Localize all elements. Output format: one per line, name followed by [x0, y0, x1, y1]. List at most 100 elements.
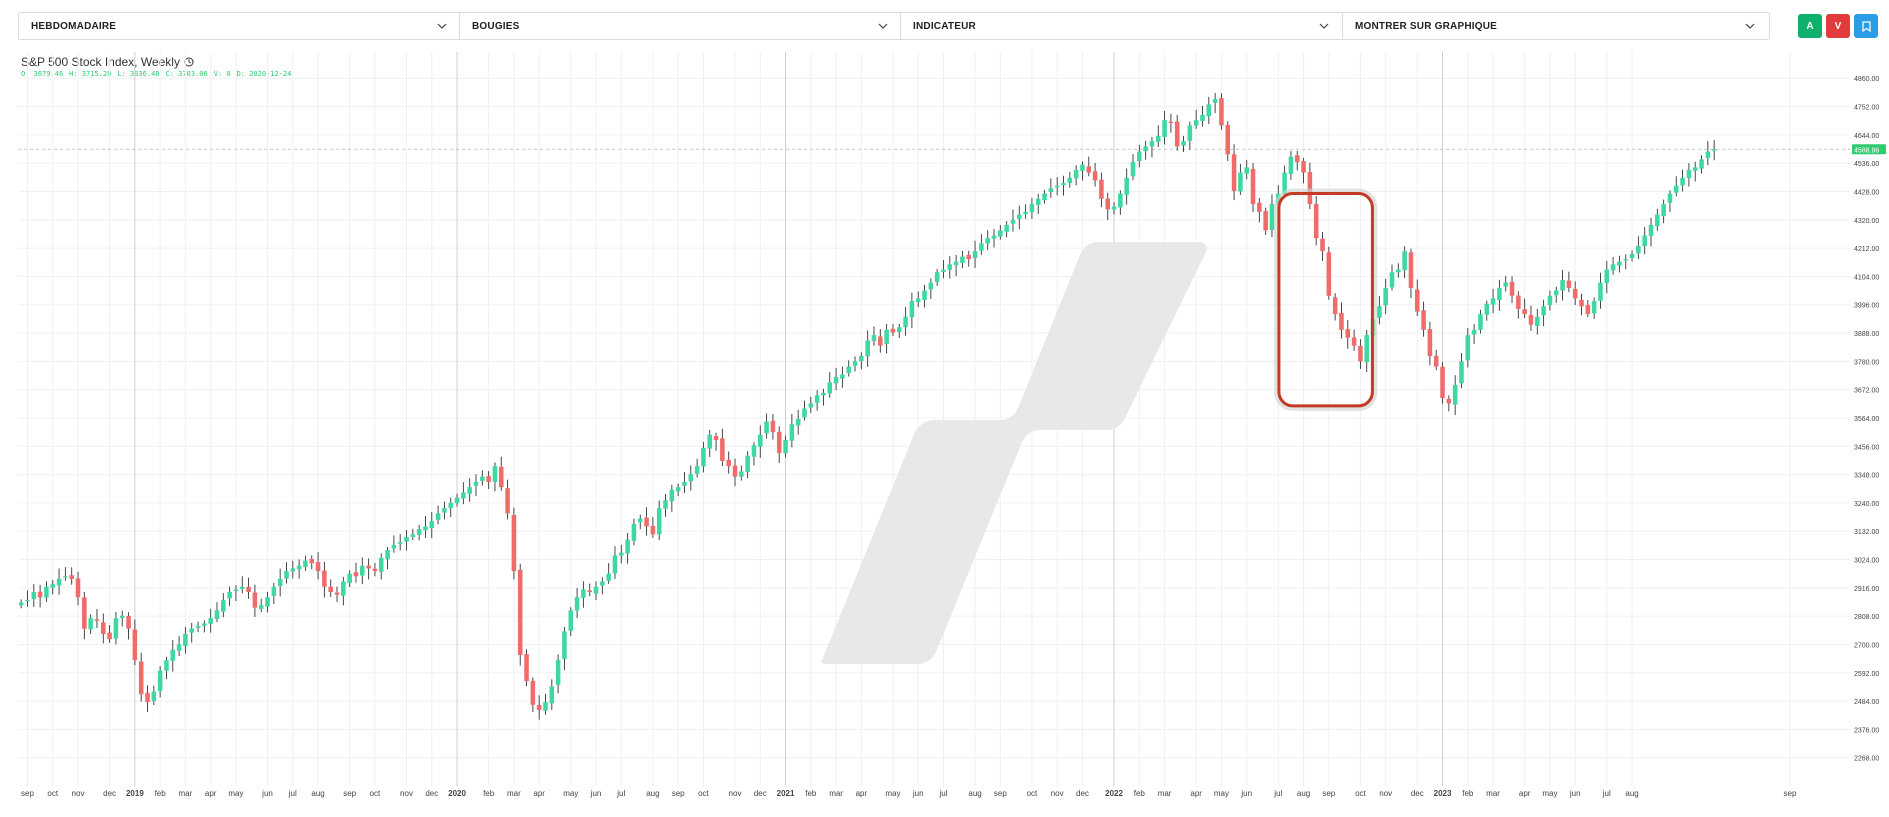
candle-down: [366, 565, 371, 569]
candle-up: [214, 610, 220, 620]
x-tick-label: jun: [261, 789, 273, 798]
candle-up: [183, 633, 188, 647]
candle-up: [1560, 280, 1565, 291]
x-tick-label: mar: [507, 789, 521, 798]
y-tick-label: 4212.00: [1854, 246, 1879, 253]
sell-button[interactable]: V: [1826, 14, 1850, 38]
indicator-dropdown[interactable]: INDICATEUR: [900, 12, 1344, 40]
candle-up: [239, 586, 245, 589]
candle-down: [1099, 179, 1104, 199]
x-tick-label: mar: [179, 789, 193, 798]
candle-down: [1301, 161, 1306, 173]
candle-up: [1111, 206, 1117, 210]
candle-up: [385, 550, 390, 560]
candle-up: [1692, 167, 1698, 171]
candle-up: [821, 392, 826, 396]
x-tick-label: nov: [1051, 789, 1064, 798]
x-tick-label: sep: [343, 789, 356, 798]
bookmark-button[interactable]: [1854, 14, 1878, 38]
ohlc-c-label: C:: [165, 70, 174, 78]
candle-up: [1396, 269, 1401, 273]
candle-down: [1351, 337, 1357, 346]
candle-up: [656, 508, 662, 535]
candle-up: [675, 487, 681, 492]
ohlc-o-label: O:: [21, 70, 30, 78]
candle-up: [170, 649, 176, 661]
y-tick-label: 4428.00: [1854, 189, 1879, 196]
ohlc-v-value: 0: [226, 70, 231, 78]
candle-up: [701, 447, 706, 467]
candle-up: [378, 557, 384, 572]
candle-up: [1648, 225, 1654, 237]
candle-up: [941, 269, 946, 272]
candle-up: [202, 623, 207, 626]
candle-up: [568, 610, 574, 631]
candle-down: [1585, 304, 1591, 315]
candle-up: [1073, 169, 1079, 179]
current-price-badge: [1852, 144, 1886, 155]
candle-up: [341, 581, 346, 596]
candle-down: [776, 431, 782, 454]
x-tick-label: jul: [288, 789, 297, 798]
candle-down: [511, 514, 517, 572]
candle-up: [1193, 120, 1199, 126]
x-tick-label: jul: [938, 789, 947, 798]
candle-up: [1680, 177, 1685, 186]
candle-down: [107, 632, 112, 640]
candle-down: [1326, 252, 1332, 296]
candle-down: [1313, 204, 1319, 239]
candle-down: [878, 336, 883, 346]
candle-up: [909, 301, 915, 318]
candle-up: [1503, 282, 1508, 287]
candle-down: [1339, 312, 1344, 330]
candle-down: [720, 438, 725, 461]
candle-up: [25, 599, 30, 602]
chart-grid: [18, 52, 1850, 786]
x-tick-label: feb: [155, 789, 167, 798]
y-tick-label: 4644.00: [1854, 133, 1879, 140]
x-tick-label: dec: [103, 789, 116, 798]
candle-up: [896, 327, 902, 332]
timeframe-dropdown[interactable]: HEBDOMADAIRE: [18, 12, 462, 40]
candle-down: [101, 622, 106, 634]
candle-up: [296, 565, 302, 570]
ohlc-d-label: D:: [236, 70, 245, 78]
candle-up: [1642, 235, 1647, 246]
candle-up: [758, 434, 763, 447]
candle-up: [947, 264, 953, 270]
candle-up: [928, 282, 934, 290]
x-tick-label: 2019: [126, 789, 144, 798]
candle-down: [1421, 310, 1426, 330]
candle-up: [1187, 125, 1193, 141]
y-tick-label: 3132.00: [1854, 529, 1879, 536]
candle-up: [688, 474, 694, 482]
y-tick-label: 4860.00: [1854, 76, 1879, 83]
candle-up: [985, 238, 990, 244]
candle-up: [663, 500, 668, 509]
candle-up: [574, 597, 580, 611]
show-on-chart-dropdown[interactable]: MONTRER SUR GRAPHIQUE: [1342, 12, 1770, 40]
candle-down: [82, 597, 87, 629]
x-tick-label: nov: [400, 789, 413, 798]
candle-down: [650, 525, 656, 535]
candle-up: [581, 589, 586, 598]
x-tick-label: 2022: [1105, 789, 1123, 798]
candle-down: [1219, 98, 1224, 126]
candle-up: [164, 660, 169, 671]
x-tick-label: apr: [856, 789, 868, 798]
chart-type-dropdown[interactable]: BOUGIES: [459, 12, 903, 40]
candle-up: [265, 597, 270, 607]
ohlc-l-value: 3636.48: [130, 70, 160, 78]
candle-down: [1522, 309, 1527, 315]
candle-up: [593, 586, 599, 594]
candle-up: [833, 377, 839, 384]
candle-down: [1225, 124, 1231, 155]
candle-up: [423, 526, 428, 531]
chevron-down-icon: [1317, 19, 1331, 33]
candle-up: [1061, 183, 1066, 186]
candle-up: [227, 592, 232, 599]
buy-button[interactable]: A: [1798, 14, 1822, 38]
candle-up: [1547, 295, 1553, 306]
candle-up: [1699, 159, 1704, 169]
